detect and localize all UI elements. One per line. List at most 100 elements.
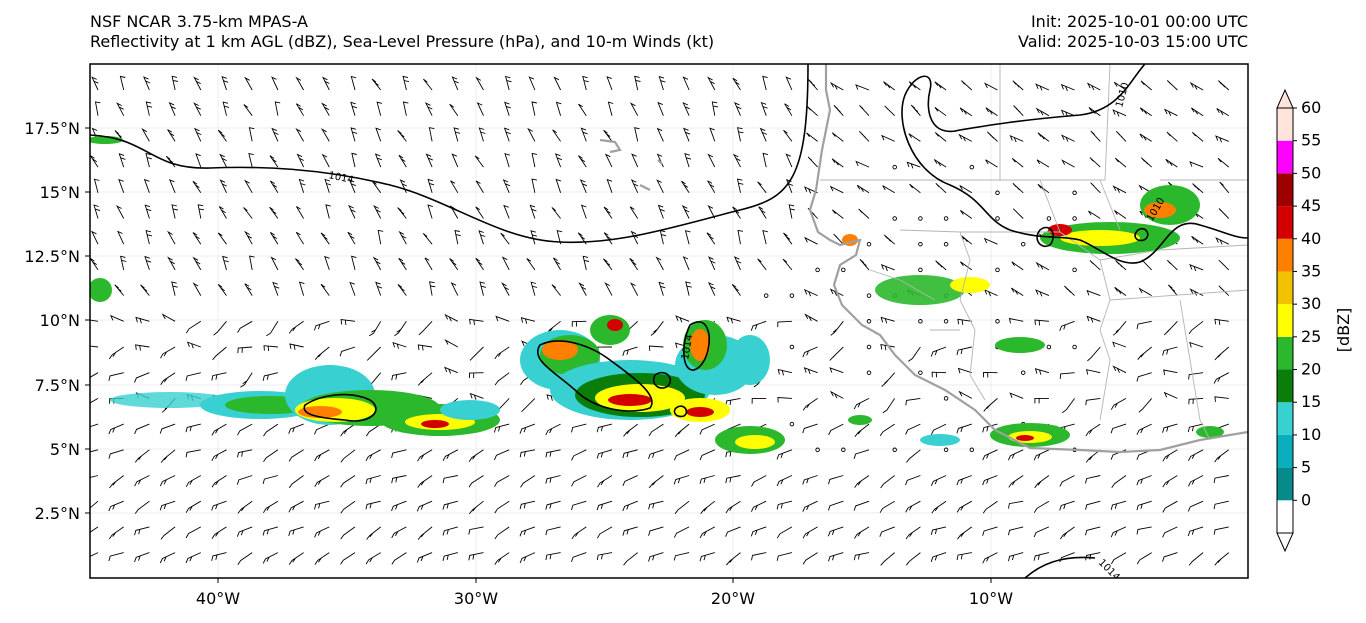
colorbar-tick-label: 20 (1301, 360, 1321, 379)
colorbar-segment (1277, 173, 1293, 207)
wind-barb (494, 372, 510, 386)
wind-barb (295, 127, 304, 142)
wind-barb (371, 78, 382, 91)
wind-barb (186, 341, 201, 349)
wind-barb (684, 230, 691, 245)
wind-barb (1112, 341, 1127, 348)
wind-barb (1113, 81, 1127, 91)
wind-barb (1085, 475, 1101, 484)
colorbar-tick-label: 60 (1301, 98, 1321, 117)
wind-barb (699, 449, 715, 461)
wind-barb (422, 233, 433, 245)
wind-barb (494, 552, 510, 565)
wind-barb (340, 475, 356, 488)
wind-barb (266, 321, 279, 337)
axis-ticks (85, 127, 992, 583)
wind-barb (325, 204, 331, 219)
wind-barb (648, 552, 664, 562)
wind-barb (682, 127, 691, 142)
wind-barb (930, 475, 947, 486)
wind-barb (160, 372, 176, 385)
wind-barb (551, 284, 561, 296)
wind-barb (802, 346, 818, 358)
wind-barb (1162, 449, 1178, 462)
wind-barb (759, 127, 767, 142)
wind-barb (1086, 289, 1101, 297)
wind-barb (314, 449, 330, 462)
wind-barb (1008, 317, 1024, 324)
wind-barb (1085, 500, 1101, 510)
colorbar-tick-label: 25 (1301, 327, 1321, 346)
wind-barb (240, 372, 253, 388)
wind-barb (531, 178, 537, 193)
wind-barb (1013, 105, 1024, 117)
wind-barb (94, 101, 101, 116)
wind-barb (1218, 259, 1230, 271)
wind-barb (249, 255, 255, 270)
wind-barb (707, 204, 716, 219)
wind-barb (1034, 319, 1049, 326)
wind-barb (244, 76, 253, 91)
wind-barb (442, 449, 459, 462)
wind-barb (681, 180, 690, 194)
map-frame (89, 63, 1249, 579)
map-title: NSF NCAR 3.75-km MPAS-A Reflectivity at … (90, 12, 714, 52)
colorbar-tick-label: 45 (1301, 196, 1321, 215)
wind-barb (1008, 475, 1024, 488)
wind-barb (985, 107, 998, 117)
calm-wind-marker (969, 447, 975, 453)
colorbar-segment (1277, 369, 1293, 403)
wind-barb (579, 179, 588, 193)
wind-barb (340, 552, 356, 565)
wind-barb (675, 315, 690, 323)
init-time: Init: 2025-10-01 00:00 UTC (1030, 12, 1248, 31)
wind-barb (1060, 83, 1075, 92)
colorbar-tick-label: 0 (1301, 490, 1311, 509)
wind-barb (417, 526, 433, 540)
wind-barb (391, 552, 407, 565)
wind-barb (630, 179, 639, 193)
wind-barb (218, 206, 227, 219)
wind-barb (684, 153, 692, 168)
wind-barb (725, 526, 741, 537)
wind-barb (829, 367, 844, 374)
wind-barb (167, 256, 176, 271)
wind-barb (1214, 552, 1230, 566)
wind-barb (248, 152, 254, 168)
wind-barb (859, 258, 870, 271)
wind-barb (219, 179, 227, 193)
wind-barb (959, 185, 973, 194)
wind-barb (391, 475, 407, 484)
wind-barb (270, 256, 279, 271)
wind-barb (340, 449, 356, 463)
wind-barb (314, 423, 330, 435)
wind-barb (905, 475, 921, 486)
wind-barb (788, 204, 795, 219)
wind-barb (658, 281, 666, 296)
wind-barb (350, 75, 357, 91)
wind-barb (340, 318, 356, 326)
wind-barb (931, 500, 947, 514)
wind-barb (908, 346, 921, 362)
wind-barb (192, 282, 202, 296)
wind-barb (90, 319, 99, 322)
wind-barb (803, 367, 818, 375)
wind-barb (468, 526, 484, 535)
wind-barb (699, 423, 715, 435)
wind-barb (454, 229, 461, 245)
wind-barb (606, 178, 613, 193)
wind-barb (708, 256, 716, 271)
wind-barb (134, 372, 150, 383)
wind-barb (1165, 158, 1178, 168)
wind-barb (960, 210, 973, 219)
wind-barb (556, 229, 563, 245)
wind-barb (1009, 392, 1024, 399)
wind-barb (882, 185, 895, 194)
wind-barb (656, 179, 664, 193)
wind-barb (500, 232, 510, 245)
wind-barb (881, 372, 896, 387)
wind-barb (1137, 346, 1152, 360)
wind-barb (1007, 449, 1024, 461)
wind-barb (1085, 526, 1101, 536)
wind-barb (269, 206, 279, 219)
